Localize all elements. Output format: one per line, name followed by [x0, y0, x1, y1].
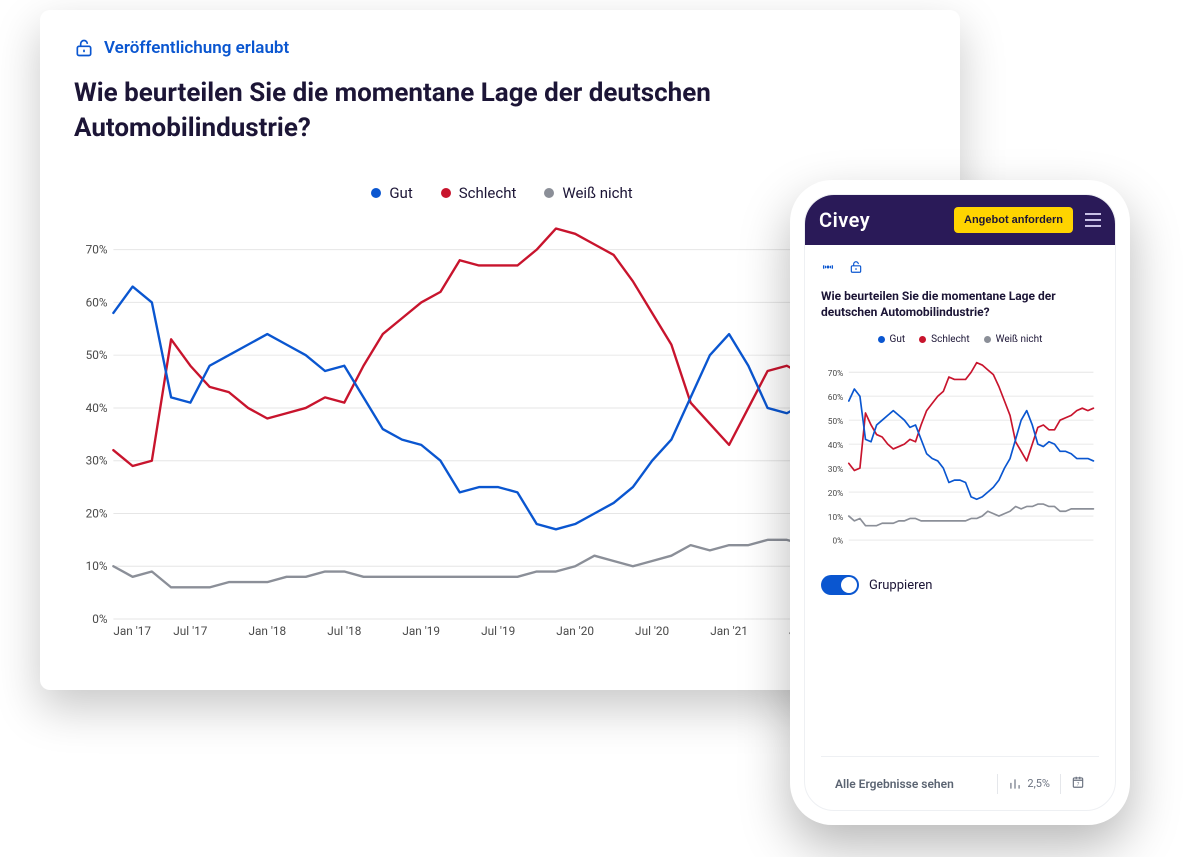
svg-text:Jan '17: Jan '17 — [113, 624, 151, 638]
phone-body: Wie beurteilen Sie die momentane Lage de… — [805, 245, 1115, 810]
legend-dot-gut — [878, 336, 885, 343]
bar-chart-icon — [1008, 777, 1022, 791]
svg-text:30%: 30% — [828, 465, 843, 475]
calendar-icon[interactable]: 7 — [1071, 775, 1085, 792]
phone-status-icons — [821, 259, 1099, 278]
svg-text:40%: 40% — [86, 401, 108, 415]
phone-header-actions: Angebot anfordern — [954, 207, 1105, 233]
svg-text:60%: 60% — [828, 393, 843, 403]
svg-text:30%: 30% — [86, 454, 108, 468]
legend-dot-schlecht — [919, 336, 926, 343]
see-all-results-link[interactable]: Alle Ergebnisse sehen — [835, 777, 954, 791]
legend-dot-weissnicht — [544, 188, 554, 198]
unlock-icon — [849, 259, 863, 278]
svg-text:Jul '19: Jul '19 — [481, 624, 515, 638]
phone-footer-right: 2,5% 7 — [997, 774, 1085, 794]
svg-text:10%: 10% — [86, 559, 108, 573]
group-toggle[interactable] — [821, 575, 859, 595]
svg-text:20%: 20% — [86, 507, 108, 521]
svg-text:10%: 10% — [828, 513, 843, 523]
svg-text:Jan '21: Jan '21 — [710, 624, 748, 638]
legend-item-schlecht: Schlecht — [919, 334, 969, 345]
legend-label-gut: Gut — [389, 184, 412, 202]
phone-mockup: Civey Angebot anfordern Wie beurteilen S… — [790, 180, 1130, 825]
legend-label-schlecht: Schlecht — [459, 184, 517, 202]
stat-margin: 2,5% — [1008, 777, 1050, 791]
svg-text:0%: 0% — [92, 612, 108, 626]
phone-screen: Civey Angebot anfordern Wie beurteilen S… — [804, 194, 1116, 811]
legend-dot-weissnicht — [984, 336, 991, 343]
svg-text:0%: 0% — [832, 537, 843, 547]
svg-text:Jul '20: Jul '20 — [635, 624, 669, 638]
legend-item-schlecht: Schlecht — [441, 184, 517, 202]
stat-margin-value: 2,5% — [1027, 777, 1050, 790]
legend-dot-gut — [371, 188, 381, 198]
request-offer-button[interactable]: Angebot anfordern — [954, 207, 1073, 233]
legend-label-weissnicht: Weiß nicht — [996, 334, 1043, 345]
svg-text:Jan '20: Jan '20 — [556, 624, 594, 638]
svg-text:70%: 70% — [86, 243, 108, 257]
phone-survey-question: Wie beurteilen Sie die momentane Lage de… — [821, 288, 1099, 320]
live-icon — [821, 259, 835, 278]
svg-text:Jul '18: Jul '18 — [327, 624, 361, 638]
menu-icon[interactable] — [1081, 208, 1105, 232]
svg-text:50%: 50% — [86, 348, 108, 362]
group-toggle-row: Gruppieren — [821, 575, 1099, 595]
svg-text:70%: 70% — [828, 369, 843, 379]
svg-text:20%: 20% — [828, 489, 843, 499]
svg-text:Jul '17: Jul '17 — [173, 624, 207, 638]
legend-item-weissnicht: Weiß nicht — [984, 334, 1043, 345]
phone-chart-legend: Gut Schlecht Weiß nicht — [821, 334, 1099, 345]
svg-text:50%: 50% — [828, 417, 843, 427]
svg-text:Jan '19: Jan '19 — [402, 624, 440, 638]
svg-text:60%: 60% — [86, 296, 108, 310]
brand-logo: Civey — [819, 208, 870, 232]
legend-label-gut: Gut — [890, 334, 906, 345]
legend-label-weissnicht: Weiß nicht — [562, 184, 632, 202]
publication-allowed-row: Veröffentlichung erlaubt — [74, 38, 960, 58]
legend-dot-schlecht — [441, 188, 451, 198]
publication-allowed-label: Veröffentlichung erlaubt — [104, 38, 289, 58]
legend-item-gut: Gut — [371, 184, 412, 202]
svg-text:Jan '18: Jan '18 — [248, 624, 286, 638]
svg-text:40%: 40% — [828, 441, 843, 451]
group-toggle-label: Gruppieren — [869, 578, 932, 593]
footer-divider — [1060, 774, 1061, 794]
unlock-icon — [74, 38, 94, 58]
legend-label-schlecht: Schlecht — [931, 334, 969, 345]
phone-chart: 0% 10% 20% 30% 40% 50% 60% 70% — [821, 347, 1099, 557]
phone-footer: Alle Ergebnisse sehen 2,5% 7 — [821, 756, 1099, 810]
svg-text:7: 7 — [1077, 782, 1080, 788]
survey-question: Wie beurteilen Sie die momentane Lage de… — [74, 76, 794, 146]
legend-item-gut: Gut — [878, 334, 906, 345]
legend-item-weissnicht: Weiß nicht — [544, 184, 632, 202]
phone-header: Civey Angebot anfordern — [805, 195, 1115, 245]
footer-divider — [997, 774, 998, 794]
